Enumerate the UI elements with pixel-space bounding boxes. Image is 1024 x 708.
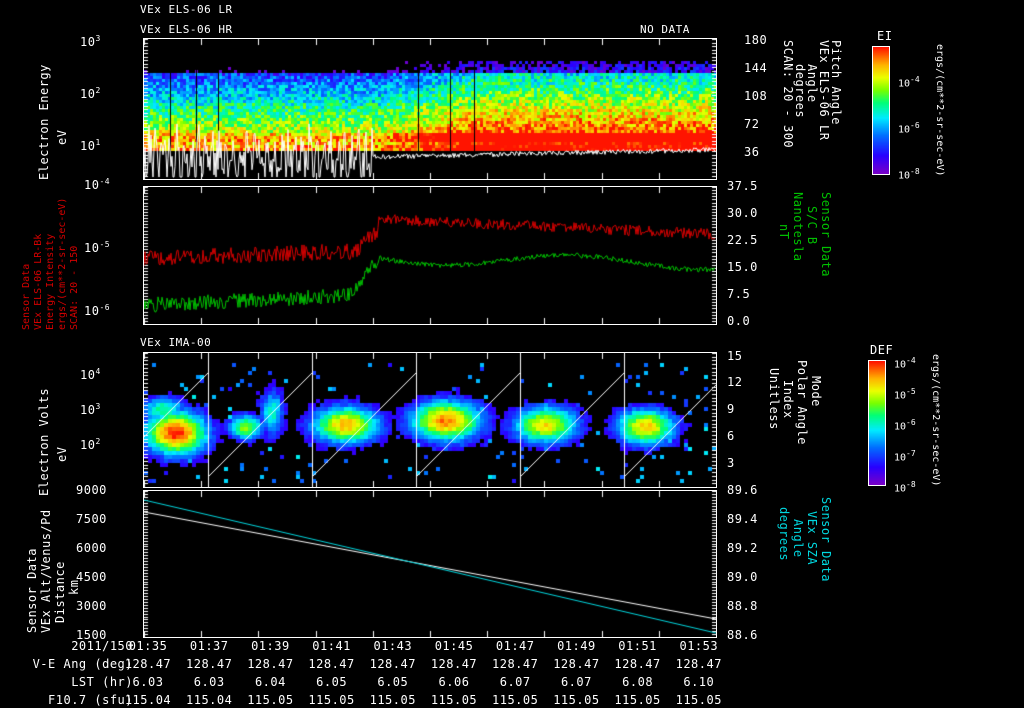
- ve-ang-value: 128.47: [492, 657, 539, 671]
- panel3-right-ticks: 15 12 9 6 3: [727, 349, 743, 470]
- time-tick-label: 01:49: [557, 639, 596, 653]
- panel2-left-axis-label: Sensor Data VEx ELS-06 LR-Bk Energy Inte…: [21, 197, 80, 330]
- f107-value: 115.05: [675, 693, 722, 707]
- lst-value: 6.04: [254, 675, 286, 689]
- def-colorbar-tick-4: 10-8: [894, 480, 916, 495]
- lst-value: 6.05: [316, 675, 348, 689]
- panel1-left-axis-label: Electron Energy eV: [37, 64, 69, 180]
- lst-value: 6.07: [499, 675, 531, 689]
- lst-value: 6.08: [622, 675, 654, 689]
- panel3-plot-frame[interactable]: [143, 352, 717, 488]
- ve-ang-value: 128.47: [186, 657, 233, 671]
- def-colorbar-tick-3: 10-7: [894, 449, 916, 464]
- ei-colorbar-tick-1: 10-6: [898, 121, 920, 136]
- time-tick-label: 01:51: [618, 639, 657, 653]
- panel1-plot-frame[interactable]: [143, 38, 717, 180]
- time-tick-label: 01:47: [495, 639, 535, 653]
- ei-colorbar-unit: ergs/(cm**2-sr-sec-eV): [934, 44, 945, 177]
- ei-colorbar-label: EI: [877, 29, 893, 43]
- f107-value: 115.04: [186, 693, 233, 707]
- panel1-no-data-label: NO DATA: [640, 23, 690, 36]
- panel1-right-ticks: 180 144 108 72 36: [744, 33, 768, 159]
- ei-colorbar-tick-2: 10-8: [898, 167, 920, 182]
- row-label-lst: LST (hr): [71, 675, 133, 689]
- lst-value: 6.06: [438, 675, 470, 689]
- lst-value: 6.03: [132, 675, 164, 689]
- ve-ang-value: 128.47: [430, 657, 478, 671]
- panel2-right-axis-label: Sensor Data S/C B Nanotesla nT: [777, 192, 833, 277]
- ve-ang-value: 128.47: [308, 657, 355, 671]
- time-axis-date-label: 2011/150: [71, 639, 133, 653]
- f107-value: 115.05: [247, 693, 294, 707]
- panel1-left-ticks: 103 102 101: [80, 34, 101, 153]
- ve-ang-value: 128.47: [369, 657, 416, 671]
- ei-colorbar-tick-0: 10-4: [898, 75, 920, 90]
- ve-ang-value: 128.47: [614, 657, 661, 671]
- row-label-ve-ang: V-E Ang (deg): [32, 657, 133, 671]
- f107-value: 115.05: [492, 693, 539, 707]
- panel2-right-ticks: 37.5 30.0 22.5 15.0 7.5 0.0: [727, 179, 758, 328]
- f107-value: 115.05: [430, 693, 478, 707]
- panel3-left-axis-label: Electron Volts eV: [37, 387, 69, 496]
- lst-value: 6.05: [377, 675, 409, 689]
- lst-value: 6.07: [560, 675, 592, 689]
- lst-value: 6.03: [193, 675, 225, 689]
- panel2-plot-frame[interactable]: [143, 186, 717, 325]
- ve-ang-value: 128.47: [675, 657, 722, 671]
- time-tick-label: 01:41: [312, 639, 351, 653]
- panel4-right-axis-label: Sensor Data VEx SZA Angle degrees: [777, 497, 833, 582]
- panel4-right-ticks: 89.6 89.4 89.2 89.0 88.8 88.6: [727, 483, 758, 642]
- panel1-right-axis-label: Pitch Angle VEx ELS-06 LR Angle degrees …: [781, 40, 843, 149]
- panel3-title: VEx IMA-00: [140, 336, 212, 349]
- row-label-f107: F10.7 (sfu): [48, 693, 133, 707]
- def-colorbar-tick-0: 10-4: [894, 356, 916, 371]
- f107-value: 115.05: [614, 693, 661, 707]
- f107-value: 115.05: [553, 693, 600, 707]
- ve-ang-value: 128.47: [553, 657, 600, 671]
- panel1-title-hr: VEx ELS-06 HR: [140, 23, 233, 36]
- ve-ang-value: 128.47: [247, 657, 294, 671]
- f107-value: 115.04: [124, 693, 172, 707]
- panel3-right-axis-label: Mode Polar Angle Index Unitless: [767, 360, 823, 445]
- panel3-left-ticks: 104 103 102: [80, 367, 101, 452]
- def-colorbar-tick-1: 10-5: [894, 387, 916, 402]
- f107-value: 115.05: [369, 693, 416, 707]
- def-colorbar-label: DEF: [870, 343, 894, 357]
- ve-ang-value: 128.47: [124, 657, 172, 671]
- time-tick-label: 01:37: [189, 639, 229, 653]
- time-tick-label: 01:43: [373, 639, 413, 653]
- f107-value: 115.05: [308, 693, 355, 707]
- panel2-left-ticks: 10-4 10-5 10-6: [84, 177, 111, 318]
- def-colorbar-tick-2: 10-6: [894, 418, 916, 433]
- time-tick-label: 01:53: [679, 639, 719, 653]
- panel4-plot-frame[interactable]: [143, 490, 717, 638]
- time-tick-label: 01:39: [251, 639, 290, 653]
- panel4-left-axis-label: Sensor Data VEx Alt/Venus/Pd Distance km: [25, 509, 81, 633]
- time-tick-label: 01:45: [434, 639, 474, 653]
- panel4-left-ticks: 9000 7500 6000 4500 3000 1500: [76, 483, 107, 642]
- lst-value: 6.10: [683, 675, 715, 689]
- time-tick-label: 01:35: [128, 639, 168, 653]
- def-colorbar-unit: ergs/(cm**2-sr-sec-eV): [930, 354, 941, 487]
- panel1-title-lr: VEx ELS-06 LR: [140, 3, 233, 16]
